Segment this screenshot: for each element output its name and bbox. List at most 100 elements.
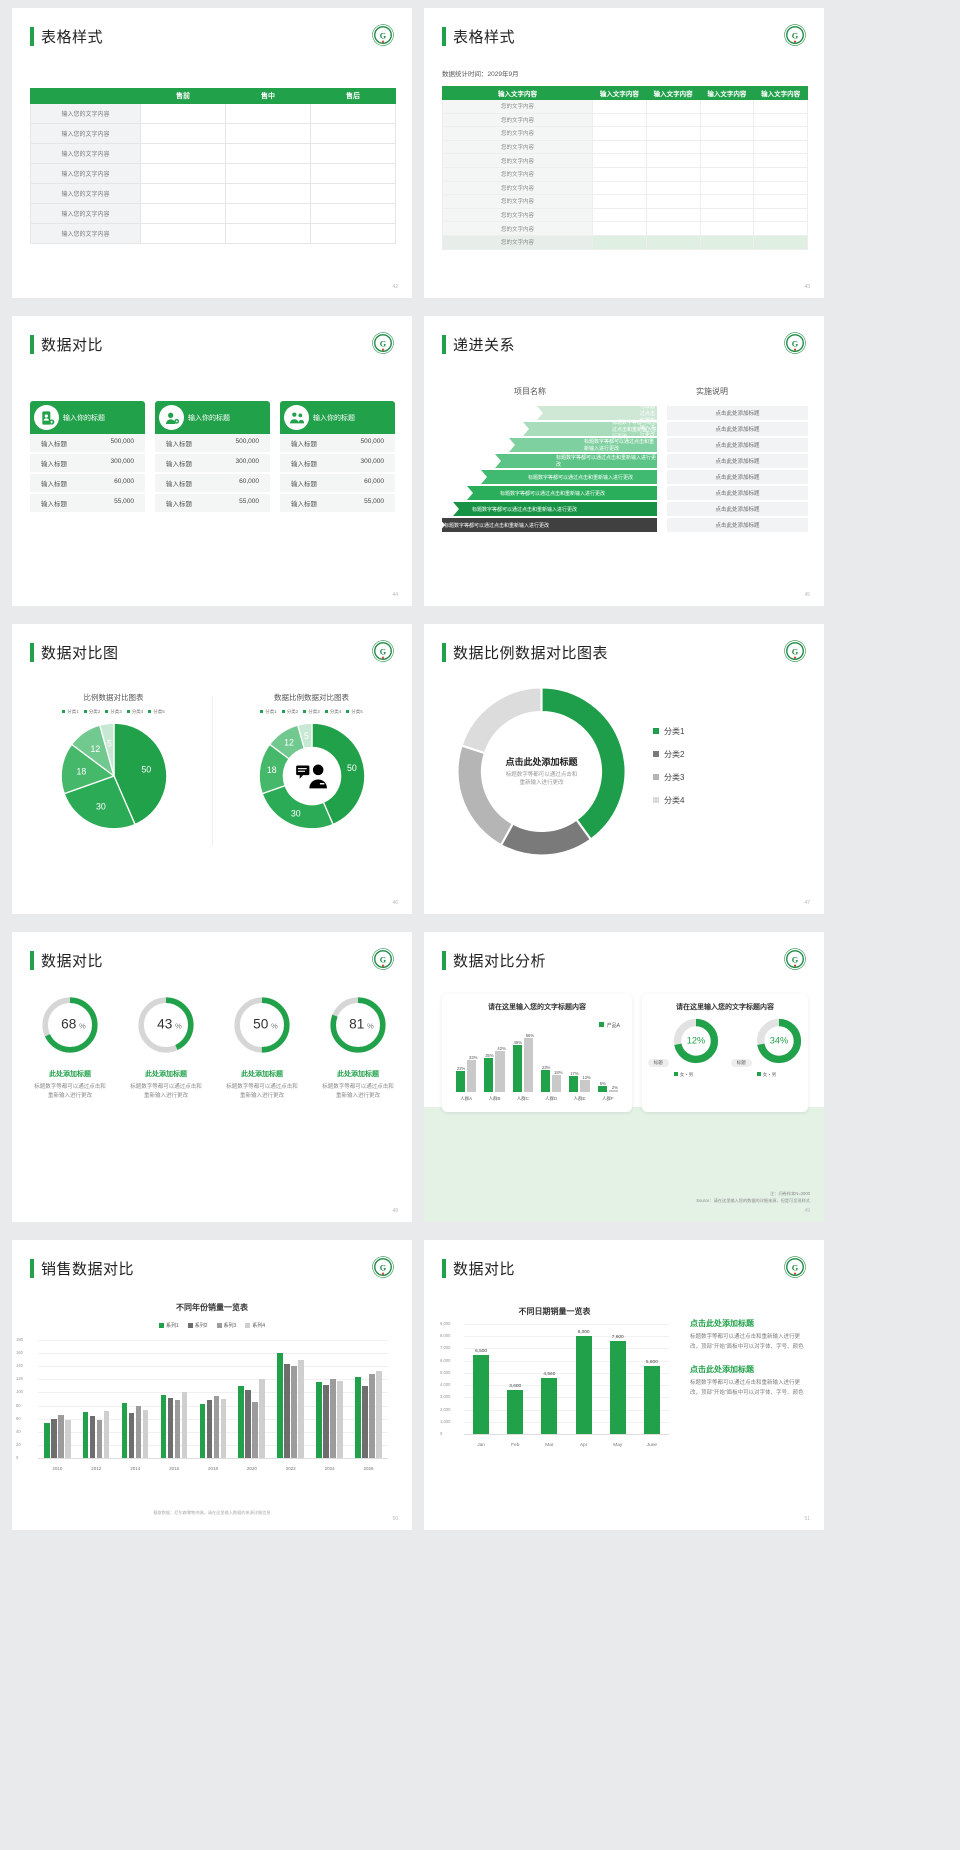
progress-ring-item[interactable]: 81 % 此处添加标题 标题数字等都可以通过点击和重新输入进行更改 [314, 994, 402, 1102]
brand-logo-icon: G [372, 1256, 394, 1278]
table-row: 输入您的文字内容 [30, 163, 396, 184]
progression-label: 标题数字等都可以通过点击和重新输入进行更改 [584, 439, 655, 452]
table-header-cell: 输入文字内容 [592, 86, 647, 100]
slide-header: 数据对比分析 [442, 950, 546, 971]
progression-row[interactable]: 标题数字等都可以通过点击和重新输入进行更改 点击此处添加标题 [442, 470, 808, 484]
page-title: 数据比例数据对比图表 [453, 645, 609, 662]
data-table: 售前 售中 售后 输入您的文字内容 输入您的文字内容 输入您的文字内容 输入您的文字内… [30, 88, 396, 244]
slide-thumbnail-46[interactable]: 数据对比图 G 比例数据对比图表 分类1 分类2 分类3 分类4 分类5 50 30 18 1… [12, 624, 412, 914]
comparison-card[interactable]: 输入你的标题 输入标题 500,000 输入标题 300,000 输入标题 60,000 输入… [30, 401, 145, 514]
progression-row[interactable]: 标题数字等都可以通过点击和重新输入进行更改 点击此处添加标题 [442, 454, 808, 468]
chart-legend: 产品A [598, 1022, 620, 1029]
bar [181, 1392, 188, 1458]
progression-label-chip[interactable]: 标题数字等都可以通过点击和重新输入进行更改 [442, 486, 657, 500]
slide-thumbnail-45[interactable]: 递进关系 G 项目名称 实施说明 标题数字等都可以通过点击和重新输入进行更改 点… [424, 316, 824, 606]
gridline [38, 1353, 388, 1355]
progression-row[interactable]: 标题数字等都可以通过点击和重新输入进行更改 点击此处添加标题 [442, 486, 808, 500]
slide-thumbnail-49[interactable]: 数据对比分析 G 请在这里输入您的文字标题内容 产品A 22% 33% 人群A … [424, 932, 824, 1222]
slide-thumbnail-50[interactable]: 销售数据对比 G 不同年份销量一览表 系列1 系列2 系列3 系列4 180 160 … [12, 1240, 412, 1530]
axis-tick-label: 2014 [130, 1466, 141, 1471]
comparison-card[interactable]: 输入你的标题 输入标题 500,000 输入标题 300,000 输入标题 60,000 输入… [280, 401, 395, 514]
card-row: 输入标题 60,000 [155, 474, 270, 494]
table-cell: 您的文字内容 [442, 126, 593, 141]
table-cell: 您的文字内容 [442, 194, 593, 209]
axis-tick-label: 人群C [516, 1096, 529, 1101]
card-row-label: 输入标题 [291, 461, 317, 468]
bar [277, 1353, 283, 1458]
progression-row[interactable]: 标题数字等都可以通过点击和重新输入进行更改 点击此处添加标题 [442, 390, 808, 438]
bar-label: 35% [485, 1053, 494, 1059]
table-cell [140, 183, 226, 204]
bar [89, 1416, 96, 1458]
table-cell: 输入您的文字内容 [30, 103, 141, 124]
axis-tick-label: 140 [16, 1363, 23, 1369]
bar-group: 2022 [271, 1340, 310, 1473]
progression-row[interactable]: 标题数字等都可以通过点击和重新输入进行更改 点击此处添加标题 [442, 518, 808, 532]
progression-desc: 点击此处添加标题 [667, 422, 808, 436]
progression-label-chip[interactable]: 标题数字等都可以通过点击和重新输入进行更改 [442, 502, 657, 516]
progress-ring-item[interactable]: 43 % 此处添加标题 标题数字等都可以通过点击和重新输入进行更改 [122, 994, 210, 1102]
grouped-bar-chart: 22% 33% 人群A 35% 42% 人群B 49% 56% 人群C 23% … [452, 1024, 622, 1104]
svg-text:G: G [380, 647, 387, 656]
bar-label: 56% [525, 1032, 535, 1038]
title-accent-bar [30, 951, 34, 970]
slide-thumbnail-42[interactable]: 表格样式 G 售前 售中 售后 输入您的文字内容 输入您的文字内容 输入您的文字内容… [12, 8, 412, 298]
table-cell [645, 139, 701, 155]
table-cell: 输入您的文字内容 [30, 203, 141, 224]
axis-tick-label: 4,000 [440, 1382, 451, 1388]
table-cell [753, 221, 808, 236]
card-row-label: 输入标题 [166, 461, 192, 468]
progression-label-chip[interactable]: 标题数字等都可以通过点击和重新输入进行更改 [442, 390, 657, 438]
bar [135, 1405, 142, 1458]
table-cell [753, 99, 808, 114]
brand-logo-icon: G [784, 1256, 806, 1278]
comparison-card[interactable]: 输入你的标题 输入标题 500,000 输入标题 300,000 输入标题 60,000 输入… [155, 401, 270, 514]
progression-label: 标题数字等都可以通过点击和重新输入进行更改 [472, 506, 578, 513]
bar [167, 1397, 174, 1458]
table-row: 您的文字内容 [442, 180, 808, 196]
slide-thumbnail-51[interactable]: 数据对比 G 不同日期销量一览表 9,000 8,000 7,000 6,000… [424, 1240, 824, 1530]
bar [523, 1037, 533, 1092]
table-cell [310, 203, 396, 224]
slide-grid: 表格样式 G 售前 售中 售后 输入您的文字内容 输入您的文字内容 输入您的文字内容… [12, 8, 824, 1530]
progression-label-chip[interactable]: 标题数字等都可以通过点击和重新输入进行更改 [442, 438, 657, 452]
legend-item: 分类4 [653, 795, 684, 806]
table-header-cell: 售后 [310, 88, 396, 104]
brand-logo-icon: G [784, 332, 806, 354]
slide-thumbnail-44[interactable]: 数据对比 G 输入你的标题 输入标题 500,000 输入标题 300,000 输入标题 6… [12, 316, 412, 606]
table-cell: 您的文字内容 [442, 153, 593, 168]
slide-thumbnail-43[interactable]: 表格样式 G 数据统计时间：2029年9月 输入文字内容 输入文字内容 输入文字内容… [424, 8, 824, 298]
progress-ring-item[interactable]: 68 % 此处添加标题 标题数字等都可以通过点击和重新输入进行更改 [26, 994, 114, 1102]
table-cell [699, 180, 755, 196]
svg-text:G: G [792, 955, 799, 964]
progression-label-chip[interactable]: 标题数字等都可以通过点击和重新输入进行更改 [442, 470, 657, 484]
card-row-value: 60,000 [114, 478, 134, 485]
axis-tick-label: 160 [16, 1350, 23, 1356]
progression-desc: 点击此处添加标题 [667, 438, 808, 452]
donut-chart: 50 30 18 12 5 [258, 722, 365, 830]
table-cell [140, 123, 226, 144]
progression-label-chip[interactable]: 标题数字等都可以通过点击和重新输入进行更改 [442, 454, 657, 468]
column-header-implementation: 实施说明 [696, 387, 728, 396]
progress-ring-item[interactable]: 50 % 此处添加标题 标题数字等都可以通过点击和重新输入进行更改 [218, 994, 306, 1102]
progression-label-chip[interactable]: 标题数字等都可以通过点击和重新输入进行更改 [442, 420, 657, 440]
axis-tick-label: 180 [16, 1337, 23, 1342]
donut-value: 12% [687, 1035, 705, 1045]
table-cell: 您的文字内容 [442, 99, 593, 114]
progression-label-chip[interactable]: 标题数字等都可以通过点击和重新输入进行更改 [442, 518, 657, 532]
slide-thumbnail-47[interactable]: 数据比例数据对比图表 G 点击此处添加标题 标题数字等都可以通过点击和 重新输入进… [424, 624, 824, 914]
axis-tick-label: 2010 [52, 1466, 63, 1471]
table-header-cell: 售前 [140, 88, 226, 104]
pie-data-label: 30 [290, 809, 300, 819]
bar [473, 1354, 490, 1434]
slide-thumbnail-48[interactable]: 数据对比 G 68 % 此处添加标题 标题数字等都可以通过点击和重新输入进行更改… [12, 932, 412, 1222]
page-title: 数据对比 [41, 953, 104, 970]
gender-donut: 标题 12% 女・男 [647, 1018, 719, 1078]
progression-row[interactable]: 标题数字等都可以通过点击和重新输入进行更改 点击此处添加标题 [442, 420, 808, 440]
table-cell [699, 221, 755, 236]
table-cell [592, 166, 647, 182]
title-accent-bar [30, 27, 34, 46]
progression-row[interactable]: 标题数字等都可以通过点击和重新输入进行更改 点击此处添加标题 [442, 502, 808, 516]
progression-row[interactable]: 标题数字等都可以通过点击和重新输入进行更改 点击此处添加标题 [442, 438, 808, 452]
page-title: 数据对比 [41, 337, 104, 354]
